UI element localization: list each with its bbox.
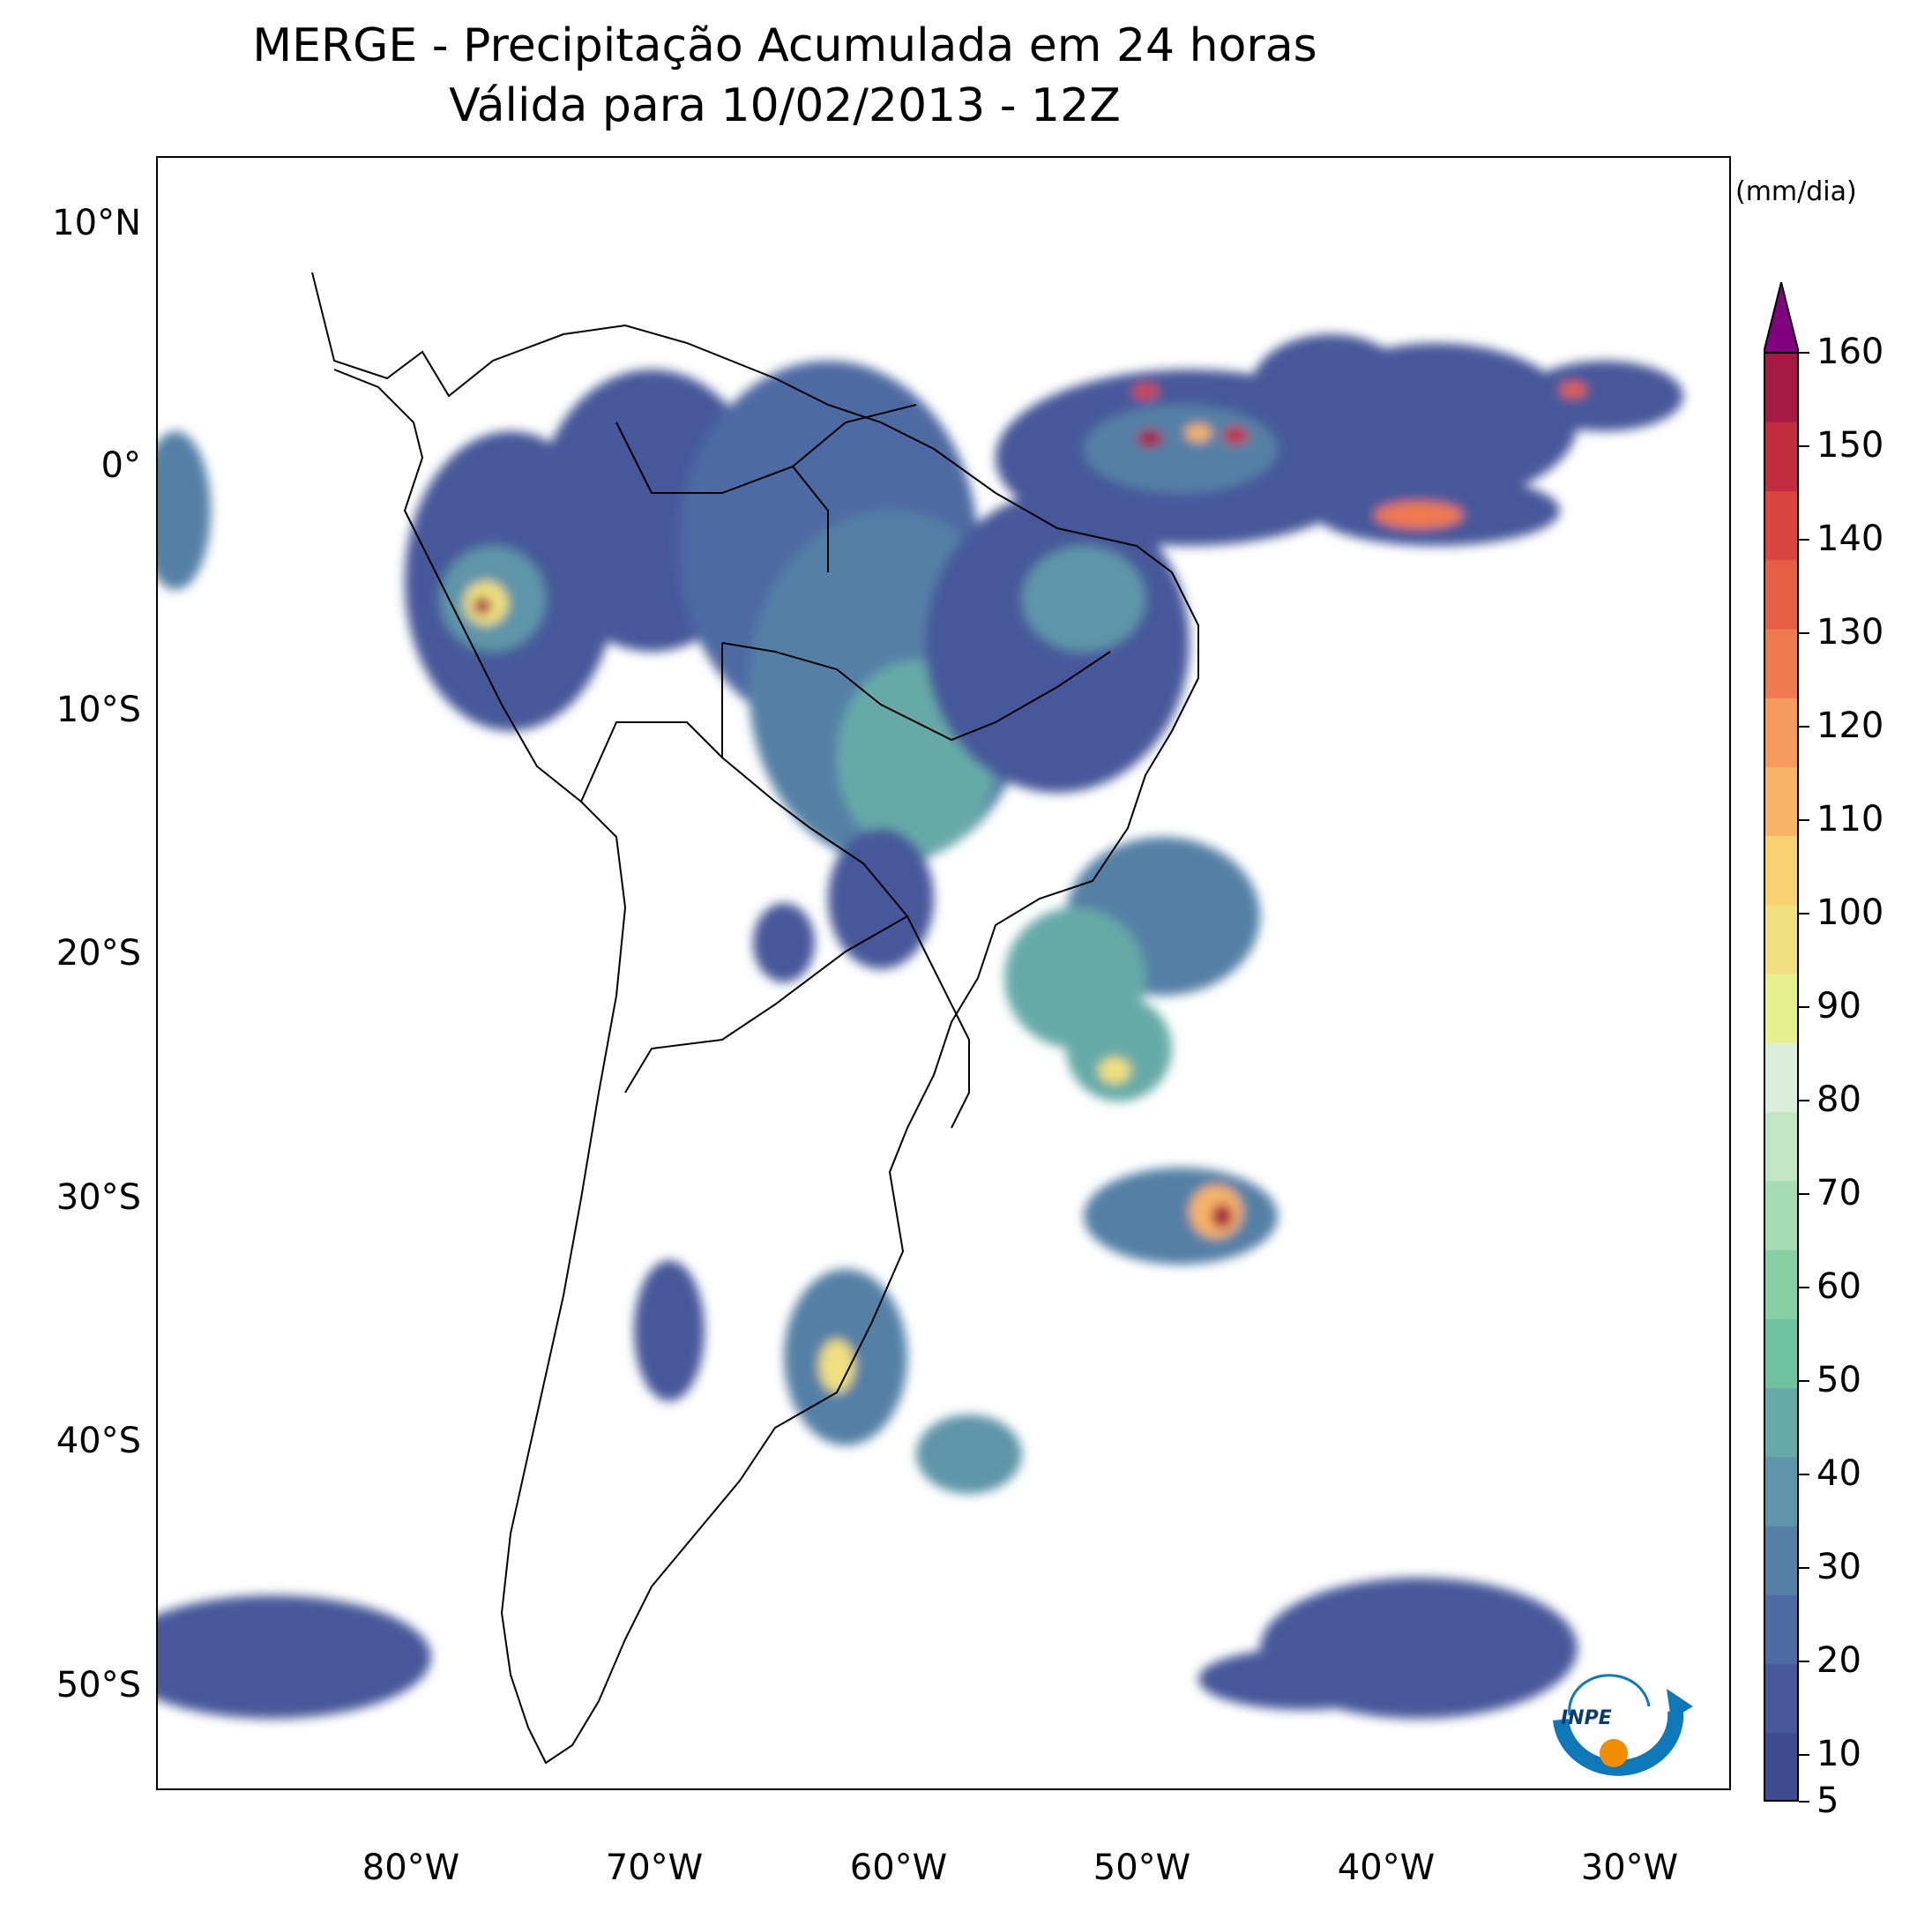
lat-tick-0: 0° xyxy=(101,445,141,486)
colorbar-tick-mark xyxy=(1799,819,1809,821)
colorbar-tick-label: 5 xyxy=(1816,1780,1839,1821)
colorbar-tick-label: 50 xyxy=(1816,1360,1861,1400)
colorbar-tick-mark xyxy=(1799,1100,1809,1101)
precipitation-map xyxy=(156,156,1731,1790)
colorbar-segment xyxy=(1764,628,1799,698)
inpe-logo: INPE xyxy=(1553,1674,1693,1776)
colorbar-segment xyxy=(1764,835,1799,906)
colorbar-tick-label: 30 xyxy=(1816,1547,1861,1587)
colorbar-segment xyxy=(1764,1732,1799,1802)
lon-tick-50w: 50°W xyxy=(1093,1848,1191,1888)
colorbar-tick-label: 80 xyxy=(1816,1079,1861,1120)
colorbar-segment xyxy=(1764,1180,1799,1250)
colorbar-segment xyxy=(1764,1387,1799,1458)
colorbar-segment xyxy=(1764,1318,1799,1389)
colorbar-tick-mark xyxy=(1799,1006,1809,1008)
colorbar-segment xyxy=(1764,1042,1799,1113)
colorbar-segment xyxy=(1764,974,1799,1043)
colorbar-tick-label: 70 xyxy=(1816,1173,1861,1213)
precipitation-field xyxy=(158,334,1683,1719)
colorbar-tick-mark xyxy=(1799,632,1809,634)
colorbar-tick-mark xyxy=(1799,726,1809,728)
colorbar-tick-label: 120 xyxy=(1816,705,1884,746)
svg-text:INPE: INPE xyxy=(1561,1707,1612,1729)
colorbar-tick-label: 10 xyxy=(1816,1734,1861,1774)
colorbar-segment xyxy=(1764,559,1799,630)
colorbar-tick-mark xyxy=(1799,1380,1809,1382)
chart-title-line1: MERGE - Precipitação Acumulada em 24 hor… xyxy=(252,19,1317,72)
lon-tick-70w: 70°W xyxy=(605,1848,704,1888)
colorbar-outline xyxy=(1764,352,1799,1802)
colorbar-tick-label: 110 xyxy=(1816,799,1884,840)
lat-tick-10n: 10°N xyxy=(52,203,141,243)
lat-tick-20s: 20°S xyxy=(56,933,141,974)
colorbar-tick-mark xyxy=(1799,1474,1809,1475)
colorbar-extend-arrow xyxy=(1764,282,1799,354)
colorbar-tick-label: 160 xyxy=(1816,332,1884,372)
colorbar-tick-mark xyxy=(1799,1754,1809,1756)
lat-tick-10s: 10°S xyxy=(56,690,141,730)
map-canvas xyxy=(158,272,1683,1765)
lon-tick-40w: 40°W xyxy=(1337,1848,1436,1888)
colorbar-segment xyxy=(1764,1250,1799,1319)
colorbar-tick-mark xyxy=(1799,539,1809,541)
colorbar-tick-label: 150 xyxy=(1816,425,1884,466)
colorbar-tick-label: 130 xyxy=(1816,612,1884,653)
colorbar-tick-mark xyxy=(1799,1193,1809,1195)
lon-tick-80w: 80°W xyxy=(362,1848,460,1888)
colorbar-segment xyxy=(1764,1456,1799,1527)
colorbar-unit: (mm/dia) xyxy=(1735,176,1857,207)
colorbar-tick-mark xyxy=(1799,1567,1809,1569)
lon-tick-30w: 30°W xyxy=(1580,1848,1679,1888)
lat-tick-50s: 50°S xyxy=(56,1665,141,1706)
colorbar-tick-label: 140 xyxy=(1816,519,1884,559)
lat-tick-40s: 40°S xyxy=(56,1421,141,1461)
colorbar-tick-label: 60 xyxy=(1816,1266,1861,1307)
colorbar-segment xyxy=(1764,1594,1799,1665)
colorbar-segment xyxy=(1764,1663,1799,1734)
colorbar xyxy=(1764,282,1799,1802)
colorbar-tick-label: 40 xyxy=(1816,1453,1861,1494)
colorbar-tick-mark xyxy=(1799,1661,1809,1662)
colorbar-segment xyxy=(1764,766,1799,837)
colorbar-tick-label: 100 xyxy=(1816,892,1884,933)
colorbar-tick-mark xyxy=(1799,913,1809,914)
colorbar-segment xyxy=(1764,1526,1799,1595)
colorbar-segment xyxy=(1764,1111,1799,1182)
colorbar-segment xyxy=(1764,422,1799,491)
coastlines xyxy=(311,272,1199,1765)
chart-title-line2: Válida para 10/02/2013 - 12Z xyxy=(449,79,1121,132)
colorbar-segment xyxy=(1764,353,1799,422)
colorbar-segment xyxy=(1764,490,1799,561)
lon-tick-60w: 60°W xyxy=(849,1848,948,1888)
colorbar-tick-mark xyxy=(1799,352,1809,354)
colorbar-tick-mark xyxy=(1799,1287,1809,1288)
colorbar-segment xyxy=(1764,904,1799,974)
colorbar-segment xyxy=(1764,698,1799,767)
colorbar-tick-mark xyxy=(1799,1801,1809,1803)
lat-tick-30s: 30°S xyxy=(56,1177,141,1218)
colorbar-tick-mark xyxy=(1799,445,1809,447)
colorbar-tick-label: 20 xyxy=(1816,1640,1861,1681)
colorbar-tick-label: 90 xyxy=(1816,986,1861,1026)
